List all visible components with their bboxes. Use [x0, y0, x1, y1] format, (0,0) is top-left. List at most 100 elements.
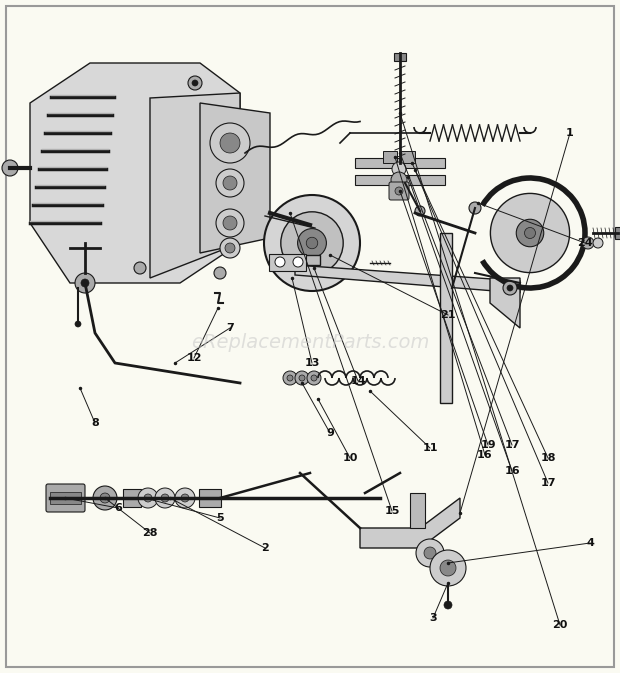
Polygon shape: [298, 255, 320, 265]
Circle shape: [181, 494, 189, 502]
Text: 28: 28: [142, 528, 157, 538]
Polygon shape: [490, 278, 520, 328]
Circle shape: [283, 371, 297, 385]
Text: 10: 10: [342, 453, 358, 463]
Text: 12: 12: [186, 353, 202, 363]
Circle shape: [188, 76, 202, 90]
Text: 19: 19: [480, 440, 496, 450]
Text: 11: 11: [422, 443, 438, 453]
Text: 8: 8: [91, 418, 99, 428]
FancyBboxPatch shape: [394, 53, 406, 61]
Text: 15: 15: [384, 506, 400, 516]
Text: 6: 6: [114, 503, 122, 513]
Circle shape: [138, 488, 158, 508]
FancyBboxPatch shape: [389, 182, 409, 200]
Text: 17: 17: [504, 440, 520, 450]
Circle shape: [214, 267, 226, 279]
Circle shape: [75, 273, 95, 293]
Circle shape: [299, 375, 305, 381]
Polygon shape: [360, 498, 460, 548]
Text: 16: 16: [477, 450, 493, 460]
Circle shape: [155, 488, 175, 508]
Circle shape: [100, 493, 110, 503]
FancyBboxPatch shape: [355, 175, 445, 185]
FancyBboxPatch shape: [355, 158, 445, 168]
FancyBboxPatch shape: [50, 492, 81, 504]
Text: 21: 21: [440, 310, 456, 320]
Circle shape: [395, 187, 403, 195]
Circle shape: [593, 238, 603, 248]
Circle shape: [2, 160, 18, 176]
Circle shape: [298, 229, 326, 257]
FancyBboxPatch shape: [615, 227, 620, 239]
Circle shape: [210, 123, 250, 163]
Text: 20: 20: [552, 620, 568, 630]
Circle shape: [440, 560, 456, 576]
Text: 2: 2: [261, 543, 269, 553]
Circle shape: [264, 195, 360, 291]
Circle shape: [306, 238, 318, 249]
Circle shape: [144, 494, 152, 502]
Polygon shape: [200, 103, 270, 253]
Circle shape: [307, 371, 321, 385]
Circle shape: [220, 133, 240, 153]
Circle shape: [295, 371, 309, 385]
Circle shape: [93, 486, 117, 510]
Circle shape: [415, 206, 425, 216]
FancyBboxPatch shape: [269, 254, 306, 271]
FancyBboxPatch shape: [410, 493, 425, 528]
Circle shape: [507, 285, 513, 291]
Circle shape: [223, 216, 237, 230]
Circle shape: [293, 257, 303, 267]
Text: 3: 3: [429, 613, 437, 623]
Text: 5: 5: [216, 513, 224, 523]
FancyBboxPatch shape: [383, 151, 397, 163]
Circle shape: [216, 169, 244, 197]
Circle shape: [287, 375, 293, 381]
Circle shape: [416, 539, 444, 567]
FancyBboxPatch shape: [46, 484, 85, 512]
Circle shape: [220, 238, 240, 258]
Circle shape: [175, 488, 195, 508]
Circle shape: [516, 219, 544, 247]
Text: eReplacementParts.com: eReplacementParts.com: [191, 334, 429, 353]
Polygon shape: [150, 93, 240, 278]
Circle shape: [430, 550, 466, 586]
Polygon shape: [30, 63, 240, 283]
Circle shape: [525, 227, 536, 238]
FancyBboxPatch shape: [123, 489, 141, 507]
Text: 16: 16: [504, 466, 520, 476]
Circle shape: [469, 202, 481, 214]
Polygon shape: [295, 265, 520, 293]
Circle shape: [81, 279, 89, 287]
Circle shape: [223, 176, 237, 190]
Circle shape: [225, 243, 235, 253]
Text: 9: 9: [326, 428, 334, 438]
Text: 24: 24: [577, 238, 593, 248]
Circle shape: [134, 262, 146, 274]
Circle shape: [275, 257, 285, 267]
Circle shape: [582, 237, 594, 249]
Circle shape: [503, 281, 517, 295]
Circle shape: [444, 601, 452, 609]
Text: 14: 14: [350, 376, 366, 386]
Circle shape: [392, 162, 406, 176]
Text: 4: 4: [586, 538, 594, 548]
Text: 13: 13: [304, 358, 320, 368]
FancyBboxPatch shape: [401, 151, 415, 163]
Circle shape: [391, 172, 407, 188]
Text: 7: 7: [226, 323, 234, 333]
Circle shape: [424, 547, 436, 559]
Circle shape: [281, 212, 343, 274]
Text: 18: 18: [540, 453, 556, 463]
Text: 1: 1: [566, 128, 574, 138]
Circle shape: [192, 80, 198, 86]
Polygon shape: [440, 233, 452, 403]
Circle shape: [311, 375, 317, 381]
FancyBboxPatch shape: [199, 489, 221, 507]
Circle shape: [490, 193, 570, 273]
Circle shape: [161, 494, 169, 502]
Text: 17: 17: [540, 478, 556, 488]
Circle shape: [216, 209, 244, 237]
Circle shape: [75, 321, 81, 327]
